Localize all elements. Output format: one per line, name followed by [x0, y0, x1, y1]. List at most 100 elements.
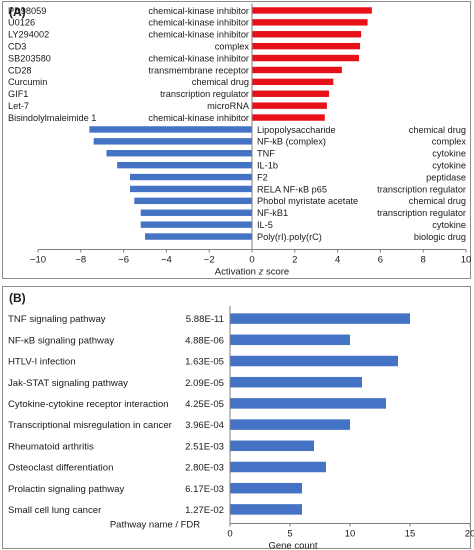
bar: [230, 398, 386, 409]
bar-type-label: transcription regulator: [377, 184, 466, 194]
bar: [252, 78, 334, 86]
bar: [145, 233, 252, 240]
bar-label: SB203580: [8, 53, 51, 63]
panel-a-letter: (A): [9, 5, 26, 19]
bar-label: F2: [257, 172, 268, 182]
bar-type-label: transmembrane receptor: [148, 65, 249, 75]
x-tick-label: 10: [345, 529, 356, 540]
bar: [252, 7, 372, 14]
bar-type-label: transcription regulator: [377, 208, 466, 218]
fdr-label: 6.17E-03: [185, 484, 224, 495]
x-tick-label: 8: [421, 255, 426, 266]
x-tick-label: −2: [204, 255, 215, 266]
bar-label: TNF: [257, 149, 275, 159]
x-tick-label: 4: [335, 255, 340, 266]
bar: [106, 150, 252, 157]
bar-label: Transcriptional misregulation in cancer: [8, 420, 173, 431]
bar: [230, 482, 302, 494]
bar-label: CD3: [8, 41, 26, 51]
bar: [140, 209, 252, 216]
bar: [252, 31, 362, 38]
panel-a-frame: [2, 1, 471, 279]
bar-type-label: chemical-kinase inhibitor: [148, 53, 249, 63]
bar-type-label: cytokine: [432, 160, 466, 170]
bar-label: Bisindolylmaleimide 1: [8, 113, 96, 123]
bar-label: Small cell lung cancer: [8, 505, 102, 516]
x-tick-label: −10: [30, 255, 46, 266]
bar: [93, 138, 252, 145]
bar-label: Osteoclast differentiation: [8, 463, 113, 474]
bar: [252, 102, 327, 109]
bar-type-label: chemical-kinase inhibitor: [148, 30, 249, 40]
bar-label: Let-7: [8, 101, 29, 111]
bar: [134, 197, 252, 205]
bar: [230, 355, 398, 367]
bar: [130, 173, 252, 181]
bar-type-label: chemical-kinase inhibitor: [148, 113, 249, 123]
x-tick-label: 6: [378, 255, 383, 266]
bar-label: HTLV-I infection: [8, 357, 76, 368]
bar-label: Jak-STAT signaling pathway: [8, 378, 128, 389]
bar: [252, 54, 359, 62]
bar: [230, 440, 314, 452]
bar: [230, 419, 350, 430]
fdr-label: 4.25E-05: [185, 399, 224, 410]
bar-type-label: complex: [432, 137, 467, 147]
bar: [252, 66, 342, 74]
x-tick-label: 5: [287, 529, 292, 540]
x-tick-label: 0: [227, 529, 232, 540]
panel-b-chart: TNF signaling pathway 5.88E-11 NF-κB signa…: [8, 306, 474, 550]
bar-label: NF-kB (complex): [257, 137, 326, 147]
bar: [252, 114, 325, 121]
bar-type-label: chemical drug: [192, 77, 249, 87]
fdr-label: 2.51E-03: [185, 441, 224, 452]
fdr-label: 4.88E-06: [185, 335, 224, 346]
x-tick-label: 2: [292, 255, 297, 266]
bar: [252, 90, 330, 97]
fdr-label: 3.96E-04: [185, 420, 225, 431]
bar: [230, 461, 326, 473]
bar-label: LY294002: [8, 30, 49, 40]
bar-label: Poly(rI).poly(rC): [257, 232, 322, 242]
x-tick-label: 0: [249, 255, 254, 266]
panel-b-letter: (B): [9, 291, 26, 305]
bar: [230, 313, 410, 324]
bar-label: NF-κB signaling pathway: [8, 335, 114, 346]
fdr-label: 5.88E-11: [186, 314, 224, 325]
bar: [230, 376, 362, 388]
bar: [89, 126, 252, 133]
fdr-label: 2.09E-05: [185, 378, 224, 389]
bar-label: Curcumin: [8, 77, 47, 87]
bar-type-label: transcription regulator: [160, 89, 249, 99]
x-tick-label: −6: [118, 255, 129, 266]
x-tick-label: 15: [405, 529, 416, 540]
bar-label: IL-5: [257, 220, 273, 230]
x-tick-label: 20: [465, 529, 474, 540]
bar-type-label: chemical-kinase inhibitor: [148, 6, 249, 16]
bar-label: GIF1: [8, 89, 28, 99]
bar-type-label: cytokine: [432, 149, 466, 159]
bar-label: PD98059: [8, 6, 46, 16]
bar-label: TNF signaling pathway: [8, 314, 106, 325]
bar-label: IL-1b: [257, 160, 278, 170]
bar: [117, 161, 253, 169]
x-tick-label: −4: [161, 255, 172, 266]
bar: [252, 42, 361, 50]
bar-label: Rheumatoid arthritis: [8, 441, 94, 452]
bar-label: CD28: [8, 65, 32, 75]
bar-type-label: complex: [215, 41, 250, 51]
bar: [230, 504, 302, 515]
fdr-label: 1.63E-05: [185, 357, 224, 368]
x-axis-title: Activation z score: [215, 267, 289, 278]
bar-type-label: cytokine: [432, 220, 466, 230]
bar-type-label: chemical drug: [409, 196, 466, 206]
bar: [130, 185, 252, 193]
x-tick-label: 10: [461, 255, 472, 266]
panel-b-frame: [2, 286, 471, 549]
bar-type-label: biologic drug: [414, 232, 466, 242]
bar-label: NF-kB1: [257, 208, 288, 218]
bar-type-label: chemical-kinase inhibitor: [148, 18, 249, 28]
bar-label: Cytokine-cytokine receptor interaction: [8, 399, 169, 410]
bar-type-label: chemical drug: [409, 125, 466, 135]
